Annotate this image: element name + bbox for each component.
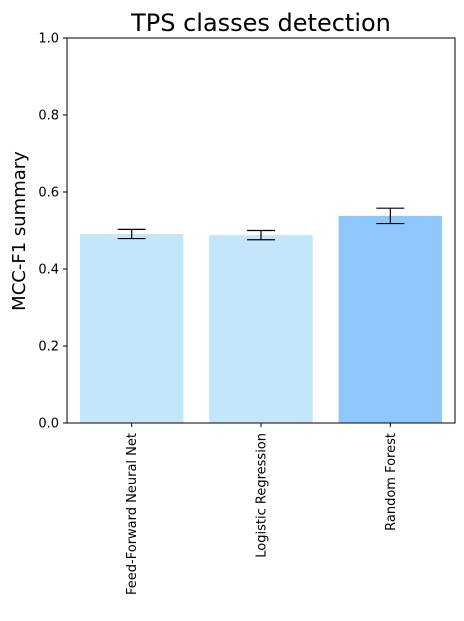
bar — [79, 233, 184, 423]
bar — [338, 215, 443, 423]
y-tick-label: 0.2 — [38, 340, 59, 355]
x-axis: Feed-Forward Neural Net Logistic Regressi… — [125, 423, 399, 595]
x-tick-label: Logistic Regression — [255, 433, 270, 558]
y-tick-label: 1.0 — [38, 32, 59, 47]
y-tick-label: 0.8 — [38, 109, 59, 124]
chart-title: TPS classes detection — [130, 9, 391, 37]
y-tick-label: 0.6 — [38, 186, 59, 201]
error-bars-layer — [117, 207, 405, 241]
x-tick-label: Random Forest — [384, 433, 399, 531]
plot-frame — [66, 37, 456, 424]
bar — [209, 235, 313, 423]
y-axis: 0.0 0.2 0.4 0.6 0.8 1.0 — [38, 32, 67, 432]
x-tick-label: Feed-Forward Neural Net — [125, 433, 140, 595]
y-axis-label: MCC-F1 summary — [9, 151, 30, 311]
y-tick-label: 0.0 — [38, 417, 59, 432]
y-tick-label: 0.4 — [38, 263, 59, 278]
bars-layer — [79, 215, 443, 423]
